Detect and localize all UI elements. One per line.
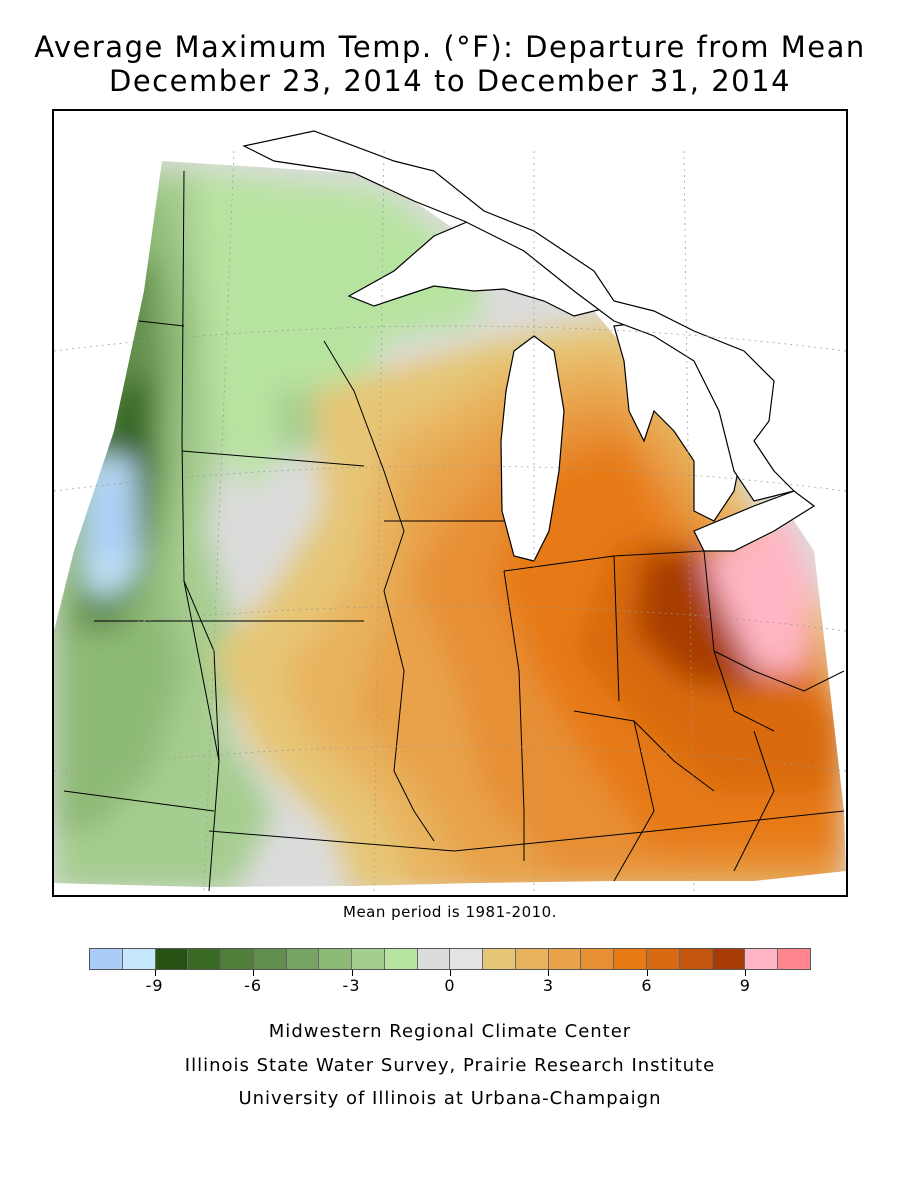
legend-tick: [154, 970, 156, 976]
legend-tick: [646, 970, 648, 976]
legend-swatch: [581, 949, 615, 969]
legend-swatch: [745, 949, 779, 969]
great-lakes: [242, 130, 816, 562]
legend-swatch: [778, 949, 810, 969]
legend-tick: [450, 970, 451, 976]
legend-swatch: [122, 949, 156, 969]
legend-swatch: [384, 949, 418, 969]
legend-tick-label: 9: [739, 976, 751, 995]
legend-swatch: [483, 949, 516, 969]
legend-swatch: [450, 949, 484, 969]
legend-swatch: [515, 949, 549, 969]
legend-tick-label: 3: [542, 976, 555, 995]
legend-tick: [745, 970, 747, 976]
legend-swatch: [319, 949, 353, 969]
credit-line1: Midwestern Regional Climate Center: [268, 1021, 632, 1042]
legend-swatch: [253, 949, 287, 969]
credit-line2: Illinois State Water Survey, Prairie Res…: [184, 1055, 716, 1076]
graticule: [54, 150, 846, 892]
legend-swatch: [417, 949, 451, 969]
legend-ticks: [89, 970, 811, 978]
legend-swatch: [712, 949, 746, 969]
lake-michigan: [500, 335, 565, 562]
legend-tick-label: 0: [444, 976, 456, 995]
legend-swatch: [221, 949, 254, 969]
legend-swatch: [188, 949, 222, 969]
canada-north: [242, 130, 796, 502]
state-boundaries: [63, 170, 845, 892]
legend-swatch: [548, 949, 582, 969]
legend-swatch: [679, 949, 713, 969]
legend-swatch: [155, 949, 189, 969]
legend-swatch: [90, 949, 123, 969]
credit-line3: University of Illinois at Urbana-Champai…: [238, 1088, 662, 1109]
legend-tick-label: 6: [641, 976, 653, 995]
legend-tick-label: -3: [342, 976, 361, 995]
legend-swatch: [614, 949, 648, 969]
map-title-line2: December 23, 2014 to December 31, 2014: [108, 64, 792, 98]
map-title-line1: Average Maximum Temp. (°F): Departure fr…: [34, 30, 866, 64]
legend-tick-label: -9: [145, 976, 164, 995]
temperature-departure-map: [52, 109, 848, 897]
color-legend: [89, 948, 811, 970]
legend-tick-label: -6: [244, 976, 263, 995]
legend-swatch: [647, 949, 680, 969]
legend-tick: [548, 970, 550, 976]
legend-swatch: [286, 949, 320, 969]
lake-erie: [693, 490, 816, 552]
legend-swatch: [352, 949, 385, 969]
legend-tick: [351, 970, 353, 976]
mean-period-note: Mean period is 1981-2010.: [343, 903, 557, 921]
legend-tick: [253, 970, 255, 976]
